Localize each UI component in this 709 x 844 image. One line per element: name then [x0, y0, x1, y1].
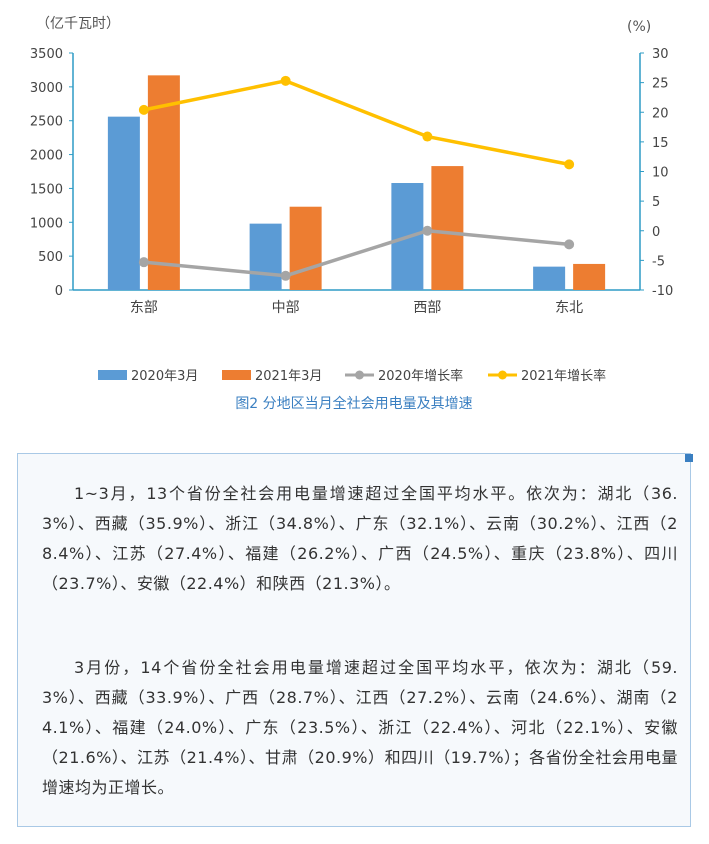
data-point: [564, 239, 575, 250]
bar: [431, 166, 464, 290]
right-tick-label: -10: [652, 284, 673, 299]
right-tick-label: 15: [652, 136, 669, 151]
legend-swatch: [222, 370, 251, 380]
right-tick-label: 5: [652, 195, 660, 210]
legend-marker: [355, 370, 364, 380]
legend-label: 2020年增长率: [378, 368, 463, 384]
right-axis-unit: (%): [627, 19, 651, 35]
chart: （亿千瓦时） (%) 0500100015002000250030003500 …: [30, 16, 673, 412]
category-label: 东部: [130, 300, 158, 316]
chart-caption: 图2 分地区当月全社会用电量及其增速: [235, 395, 472, 412]
right-axis-ticks: -10 -5 0 5 10 15 20 25 30: [640, 47, 673, 299]
data-point: [422, 131, 433, 142]
category-label: 西部: [413, 300, 441, 316]
left-tick-label: 3000: [30, 81, 63, 96]
left-tick-label: 0: [55, 284, 63, 299]
text-box: [17, 453, 691, 827]
right-tick-label: 30: [652, 47, 669, 62]
left-tick-label: 2500: [30, 115, 63, 130]
legend: 2020年3月 2021年3月 2020年增长率 2021年增长率: [98, 368, 606, 384]
right-tick-label: 10: [652, 166, 669, 181]
bar: [573, 263, 606, 290]
bar-series: [107, 75, 606, 291]
bar: [249, 223, 282, 290]
paragraph-2: 3月份，14个省份全社会用电量增速超过全国平均水平，依次为：湖北（59.3%）、…: [42, 658, 678, 797]
left-axis-unit: （亿千瓦时）: [36, 16, 120, 32]
left-axis-ticks: 0 500 1000 1500 2000 2500 3000 3500: [30, 47, 73, 299]
data-point: [280, 270, 291, 281]
data-point: [280, 75, 291, 86]
data-point: [138, 104, 149, 115]
right-tick-label: 25: [652, 77, 669, 92]
legend-label: 2020年3月: [131, 369, 198, 384]
left-tick-label: 500: [38, 250, 63, 265]
bar: [107, 116, 140, 290]
category-label: 东北: [555, 300, 583, 316]
series-line: [143, 229, 570, 278]
data-point: [422, 225, 433, 236]
bar: [533, 266, 566, 290]
category-label: 中部: [272, 300, 300, 316]
data-point: [138, 257, 149, 268]
right-tick-label: 20: [652, 106, 669, 121]
corner-marker: [685, 454, 693, 462]
data-point: [564, 159, 575, 170]
legend-marker: [498, 370, 507, 380]
series-line: [143, 79, 570, 167]
left-tick-label: 1000: [30, 216, 63, 231]
category-labels: 东部 中部 西部 东北: [130, 300, 583, 316]
bar: [147, 75, 180, 291]
legend-label: 2021年3月: [255, 369, 322, 384]
legend-swatch: [98, 370, 127, 380]
right-tick-label: -5: [652, 254, 665, 269]
legend-label: 2021年增长率: [521, 368, 606, 384]
bar: [289, 206, 322, 290]
left-tick-label: 1500: [30, 182, 63, 197]
line-series: [138, 75, 575, 281]
left-tick-label: 2000: [30, 149, 63, 164]
right-tick-label: 0: [652, 225, 660, 240]
left-tick-label: 3500: [30, 47, 63, 62]
paragraph-1: 1~3月，13个省份全社会用电量增速超过全国平均水平。依次为：湖北（36.3%）…: [42, 484, 678, 593]
